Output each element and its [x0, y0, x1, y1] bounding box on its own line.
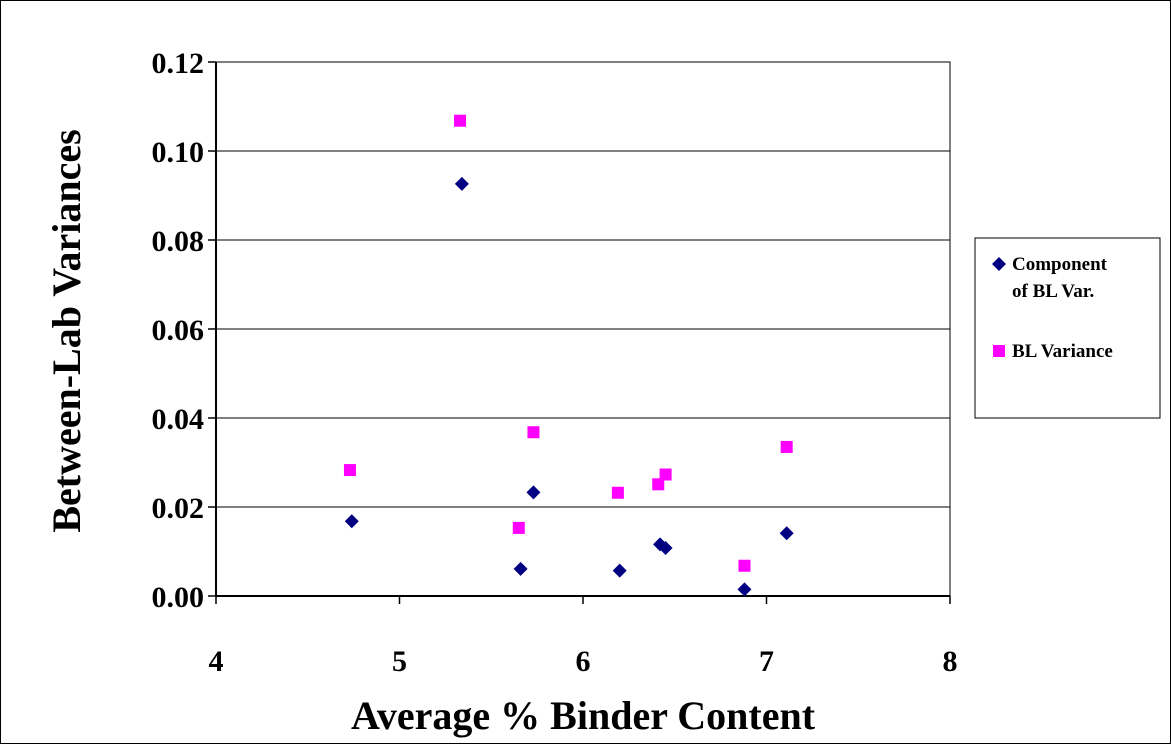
data-point [454, 114, 467, 127]
y-tick-label: 0.12 [152, 47, 205, 80]
data-point [738, 559, 751, 572]
data-point [513, 561, 528, 576]
legend-label: Component [1012, 254, 1108, 275]
data-point [344, 514, 359, 529]
axes [208, 61, 951, 604]
legend: Component of BL Var. BL Variance [974, 237, 1161, 419]
data-point [612, 563, 627, 578]
data-point [780, 440, 793, 453]
x-tick-label: 6 [576, 645, 591, 678]
y-tick-label: 0.10 [152, 136, 205, 169]
data-point [652, 478, 665, 491]
data-point [527, 426, 540, 439]
data-point [737, 582, 752, 597]
data-point [779, 526, 794, 541]
series-diamond [344, 176, 794, 597]
x-tick-label: 8 [943, 645, 958, 678]
legend-box [974, 237, 1161, 419]
y-tick-label: 0.06 [152, 314, 205, 347]
data-point [659, 468, 672, 481]
legend-label: of BL Var. [1012, 281, 1094, 302]
legend-item: BL Variance [993, 341, 1113, 362]
y-tick-label: 0.04 [152, 403, 205, 436]
data-point [658, 540, 673, 555]
legend-label: BL Variance [1012, 341, 1113, 362]
y-axis-title: Between-Lab Variances [44, 129, 89, 532]
legend-item: Component of BL Var. [992, 254, 1108, 302]
series-square [343, 114, 793, 572]
legend-marker [993, 345, 1005, 357]
data-point [512, 521, 525, 534]
y-tick-label: 0.00 [152, 581, 205, 614]
data-point [454, 176, 469, 191]
data-point [611, 486, 624, 499]
legend-marker [992, 257, 1006, 271]
tick-labels: 0.00 0.02 0.04 0.06 0.08 0.10 0.12 4 5 6 7 8 [152, 47, 958, 678]
x-tick-label: 7 [759, 645, 774, 678]
data-point [343, 464, 356, 477]
x-axis-title: Average % Binder Content [351, 693, 816, 738]
data-point [526, 485, 541, 500]
data-points [343, 114, 794, 597]
gridlines [216, 61, 950, 508]
y-tick-label: 0.02 [152, 492, 205, 525]
x-tick-label: 4 [209, 645, 224, 678]
x-tick-label: 5 [392, 645, 407, 678]
y-tick-label: 0.08 [152, 225, 205, 258]
